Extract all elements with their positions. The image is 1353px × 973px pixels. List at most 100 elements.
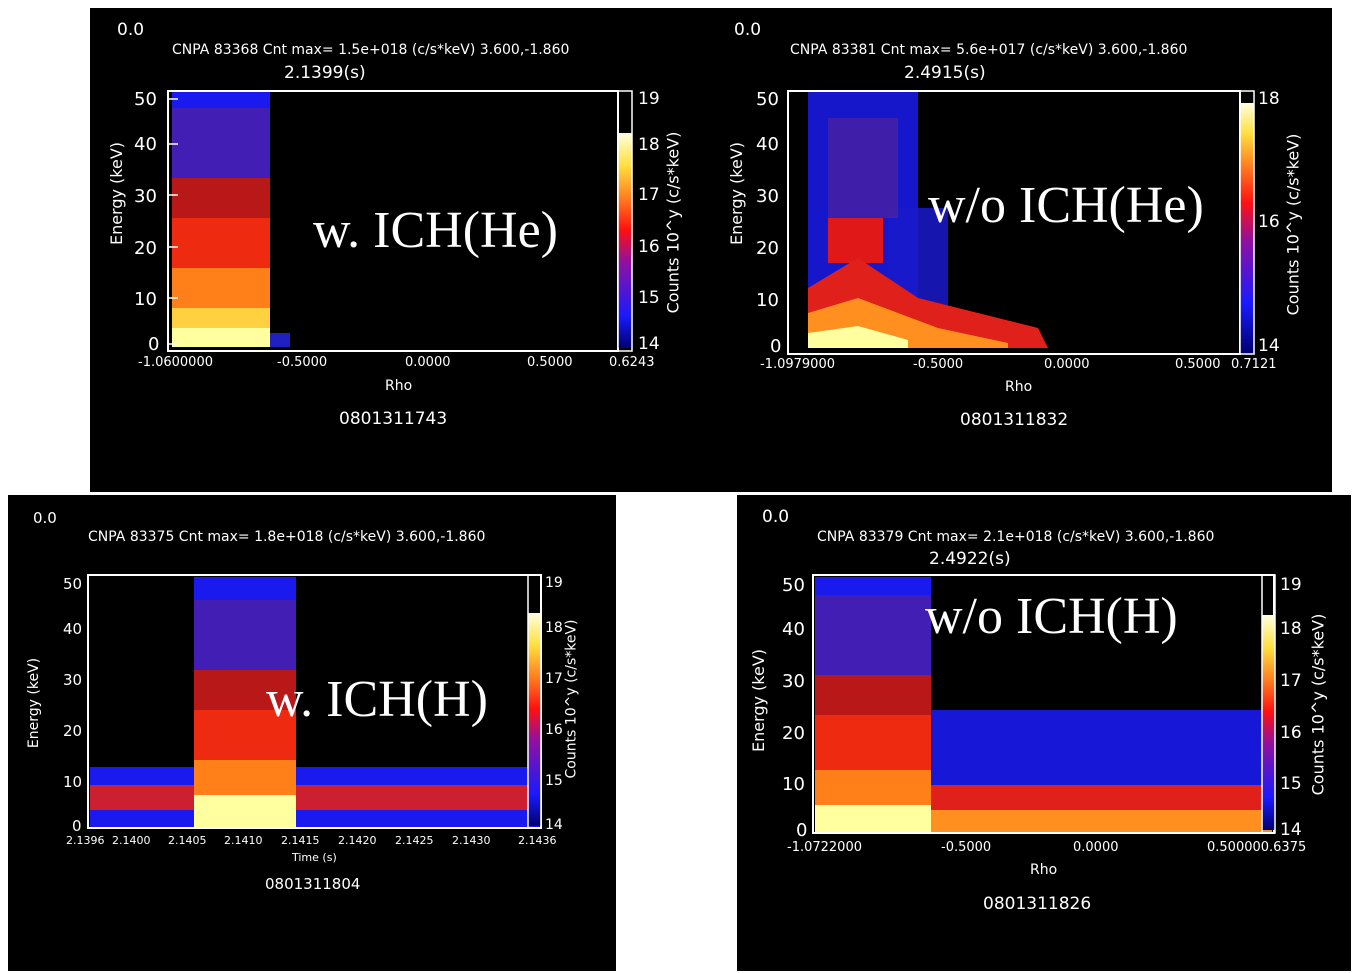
cbar-tick-label: 14 (638, 334, 660, 354)
colorbar-frame (527, 574, 542, 829)
y-tick-label: 40 (756, 134, 779, 155)
band-floor-blue (927, 710, 1272, 785)
x-tick-label: 0.0000 (405, 355, 451, 370)
x-tick-label: -1.0722000 (787, 840, 862, 855)
x-axis-label: Rho (1005, 379, 1033, 395)
cbar-tick-label: 18 (638, 135, 660, 155)
y-tick-label: 50 (63, 575, 83, 593)
y-ticks (168, 98, 178, 345)
shot-number: 0801311832 (960, 410, 1069, 430)
y-tick-label: 10 (134, 289, 157, 310)
band-purple (194, 600, 296, 670)
cbar-tick-label: 18 (545, 620, 563, 636)
band-yellow (808, 326, 908, 348)
band-purple (815, 595, 931, 675)
plot-header: CNPA 83379 Cnt max= 2.1e+018 (c/s*keV) 3… (817, 529, 1215, 545)
y-tick-label: 0 (72, 817, 82, 835)
cbar-tick-label: 17 (638, 185, 660, 205)
x-tick-label: 2.1415 (281, 834, 320, 847)
band-purple (172, 108, 270, 178)
shot-number: 0801311804 (265, 875, 361, 893)
y-tick-label: 40 (63, 620, 83, 638)
y-tick-label: 30 (756, 186, 779, 207)
y-tick-label: 0 (770, 336, 782, 357)
cbar-tick-label: 15 (545, 773, 563, 789)
x-axis-label: Rho (1030, 862, 1058, 878)
cbar-tick-label: 16 (1280, 723, 1302, 743)
corner-value: 0.0 (33, 509, 57, 527)
panel-83379: 0.0 CNPA 83379 Cnt max= 2.1e+018 (c/s*ke… (737, 495, 1351, 971)
colorbar (1262, 615, 1275, 830)
x-tick-label: 0.5000 (1175, 357, 1221, 372)
x-tick-label: 2.1410 (224, 834, 263, 847)
y-axis-label: Energy (keV) (749, 648, 769, 753)
panel-83368: 0.0 CNPA 83368 Cnt max= 1.5e+018 (c/s*ke… (90, 8, 708, 492)
time-label: 2.4922(s) (929, 549, 1011, 569)
cbar-tick-label: 14 (1280, 820, 1302, 840)
y-tick-label: 30 (63, 671, 83, 689)
y-tick-label: 40 (134, 134, 157, 155)
heat-band (808, 92, 1048, 348)
cbar-tick-label: 18 (1258, 89, 1280, 109)
y-axis-label: Energy (keV) (26, 657, 43, 749)
y-tick-label: 20 (756, 238, 779, 259)
y-axis-label: Energy (keV) (727, 141, 747, 246)
colorbar-label: Counts 10^y (c/s*keV) (1308, 613, 1328, 796)
y-tick-label: 10 (756, 290, 779, 311)
corner-value: 0.0 (117, 20, 145, 40)
x-tick-label: 2.1396 (66, 834, 105, 847)
heat-band (815, 577, 1272, 832)
corner-value: 0.0 (734, 20, 762, 40)
x-tick-label: 0.0000 (1073, 840, 1119, 855)
y-tick-label: 30 (134, 186, 157, 207)
overlay-label: w. ICH(H) (266, 671, 488, 728)
heat-band (90, 577, 539, 827)
x-tick-label: 0.500000.6375 (1207, 840, 1307, 855)
overlay-label: w. ICH(He) (313, 202, 558, 259)
colorbar (618, 133, 632, 348)
x-tick-label: 2.1425 (395, 834, 434, 847)
colorbar-frame (1239, 90, 1255, 355)
band-purple (828, 118, 898, 218)
colorbar-label: Counts 10^y (c/s*keV) (563, 619, 580, 779)
colorbar-label: Counts 10^y (c/s*keV) (1283, 133, 1303, 316)
y-tick-label: 30 (782, 671, 805, 692)
x-tick-label: 2.1405 (168, 834, 207, 847)
panel-83379-graphics (812, 574, 1276, 834)
band-yellow (172, 328, 270, 347)
cbar-tick-label: 14 (545, 817, 563, 833)
band-red (194, 710, 296, 760)
cbar-tick-label: 15 (1280, 774, 1302, 794)
panel-83381-graphics (787, 90, 1255, 355)
cbar-tick-label: 16 (1258, 212, 1280, 232)
x-tick-label: -1.0979000 (760, 357, 835, 372)
x-tick-label: 0.7121 (1231, 357, 1277, 372)
cbar-tick-label: 16 (545, 722, 563, 738)
band-floor-red (90, 785, 539, 810)
band-red (828, 218, 883, 263)
x-tick-label: 0.5000 (527, 355, 573, 370)
band-darkred (172, 178, 270, 218)
cbar-tick-label: 17 (1280, 671, 1302, 691)
cbar-tick-label: 19 (638, 89, 660, 109)
x-tick-label: -0.5000 (913, 357, 964, 372)
panel-83381: 0.0 CNPA 83381 Cnt max= 5.6e+017 (c/s*ke… (708, 8, 1332, 492)
y-tick-label: 50 (134, 89, 157, 110)
colorbar (528, 613, 541, 826)
cbar-tick-label: 19 (545, 575, 563, 591)
cbar-tick-label: 15 (638, 288, 660, 308)
cbar-tick-label: 14 (1258, 336, 1280, 356)
band-red (172, 218, 270, 268)
x-tick-label: 2.1436 (518, 834, 557, 847)
band-darkred (194, 670, 296, 710)
y-tick-label: 10 (63, 773, 83, 791)
y-tick-label: 0 (148, 334, 160, 355)
x-axis-label: Time (s) (292, 851, 337, 864)
overlay-label: w/o ICH(H) (925, 588, 1178, 645)
y-tick-label: 20 (63, 722, 83, 740)
y-tick-label: 0 (796, 820, 808, 841)
time-label: 2.1399(s) (284, 63, 366, 83)
colorbar-frame (1261, 574, 1276, 834)
shot-number: 0801311743 (339, 409, 448, 429)
x-tick-label: 0.6243 (609, 355, 655, 370)
